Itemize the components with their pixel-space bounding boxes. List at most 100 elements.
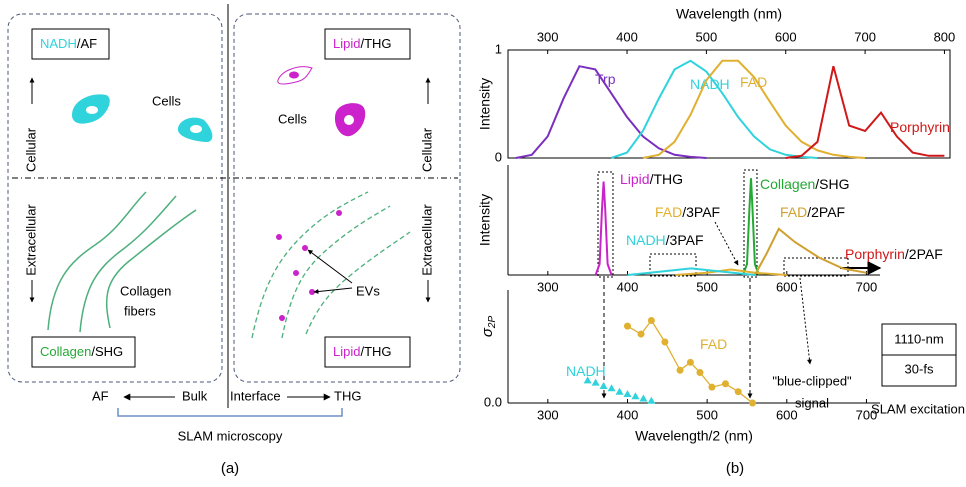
- x-tick-label: 700: [854, 29, 876, 44]
- ev-arrow: [313, 287, 353, 295]
- interface-frame: [233, 13, 461, 383]
- marker: [583, 376, 592, 384]
- nucleus: [190, 125, 202, 133]
- label: NADH: [690, 76, 730, 92]
- ev: [276, 234, 282, 240]
- x-tick-label: 300: [537, 29, 559, 44]
- marker: [623, 389, 632, 397]
- series-line: [627, 267, 756, 276]
- axis-label: Extracellular: [23, 204, 38, 276]
- fiber: [281, 205, 391, 339]
- axis-label: Interface: [230, 388, 281, 403]
- dashed-fibers: [251, 191, 411, 339]
- y-axis-label: σ2P: [479, 316, 498, 338]
- label-part: NADH: [566, 363, 606, 379]
- marker: [721, 380, 729, 388]
- series-line: [675, 268, 787, 276]
- label-part: /3PAF: [666, 232, 704, 248]
- series-line: [754, 227, 867, 276]
- label: FAD/2PAF: [780, 204, 845, 220]
- label: Porphyrin: [890, 119, 950, 135]
- marker: [591, 378, 600, 386]
- label-part: FAD: [780, 204, 807, 220]
- label: FAD/3PAF: [655, 204, 720, 220]
- marker: [647, 396, 656, 404]
- axis-label: Cellular: [419, 127, 434, 172]
- plot-frame: [507, 49, 951, 159]
- modality-label: Lipid/THG: [333, 36, 392, 51]
- y-axis-symbol: σ: [479, 327, 496, 337]
- axis-end: AF: [92, 388, 109, 403]
- marker: [708, 383, 716, 391]
- x-tick-label: 500: [696, 279, 718, 294]
- evs: [276, 210, 342, 321]
- x-axis-label: Wavelength/2 (nm): [635, 428, 753, 444]
- marker: [599, 382, 608, 390]
- axis-label: Cellular: [23, 127, 38, 172]
- axis-label: Bulk: [182, 388, 208, 403]
- bracket: [117, 408, 343, 417]
- collagen-fibers: [47, 191, 197, 333]
- label-box: [324, 28, 411, 60]
- label-part: FAD: [655, 204, 682, 220]
- x-tick-label: 700: [856, 279, 878, 294]
- excitation-label: 30-fs: [905, 361, 934, 376]
- label-part: Collagen: [760, 176, 815, 192]
- label-box: [31, 336, 136, 368]
- ev: [336, 210, 342, 216]
- marker: [734, 388, 742, 396]
- y-axis-subscript: 2P: [487, 316, 498, 330]
- label-part: /THG: [650, 171, 683, 187]
- axis-end: THG: [334, 388, 361, 403]
- cellular-bulk-frame: [7, 13, 223, 383]
- marker: [661, 338, 669, 346]
- pointer: [714, 221, 739, 266]
- x-tick-label: 400: [616, 29, 638, 44]
- marker: [615, 387, 624, 395]
- ev: [293, 270, 299, 276]
- x-tick-label: 600: [776, 279, 798, 294]
- x-tick-label: 500: [696, 407, 718, 422]
- nucleus: [86, 106, 98, 114]
- x-tick-label: 400: [617, 407, 639, 422]
- series-line: [642, 59, 866, 159]
- label-box: [324, 336, 411, 368]
- marker: [676, 366, 684, 374]
- x-tick-label: 700: [856, 407, 878, 422]
- pointer: [799, 277, 812, 365]
- clipped-label: "blue-clipped": [772, 373, 852, 388]
- y-tick-label: 1: [495, 41, 502, 56]
- panel-label: (a): [221, 460, 239, 477]
- marker: [623, 322, 631, 330]
- collagen-label: Collagen: [120, 283, 171, 298]
- label-part: /2PAF: [807, 204, 845, 220]
- marker: [749, 399, 757, 407]
- marker: [686, 358, 694, 366]
- modality-label: Lipid/THG: [333, 344, 392, 359]
- label-part: Porphyrin: [845, 246, 905, 262]
- series-line: [594, 181, 613, 276]
- fiber: [251, 191, 369, 339]
- marker: [647, 317, 655, 325]
- label: Collagen/SHG: [760, 176, 850, 192]
- label: Lipid/THG: [620, 171, 683, 187]
- cells-label: Cells: [152, 93, 181, 108]
- label-part: /3PAF: [682, 204, 720, 220]
- collagen-label: fibers: [124, 303, 156, 318]
- x-tick-label: 300: [537, 279, 559, 294]
- ev: [309, 289, 315, 295]
- series-line: [785, 65, 945, 159]
- y-axis-label: Intensity: [477, 78, 493, 130]
- marker: [639, 394, 648, 402]
- label-part: FAD: [700, 336, 727, 352]
- axis-label: Extracellular: [419, 204, 434, 276]
- panel-a: NADH/AF Lipid/THG Collagen/SHG Lipid/THG…: [7, 4, 461, 443]
- label-part: FAD: [740, 74, 767, 90]
- region-box: [649, 253, 697, 277]
- y-tick-label: 0: [495, 149, 502, 164]
- x-tick-label: 600: [775, 29, 797, 44]
- caption: SLAM microscopy: [178, 428, 283, 443]
- series-line: [742, 178, 760, 276]
- label: NADH: [566, 363, 606, 379]
